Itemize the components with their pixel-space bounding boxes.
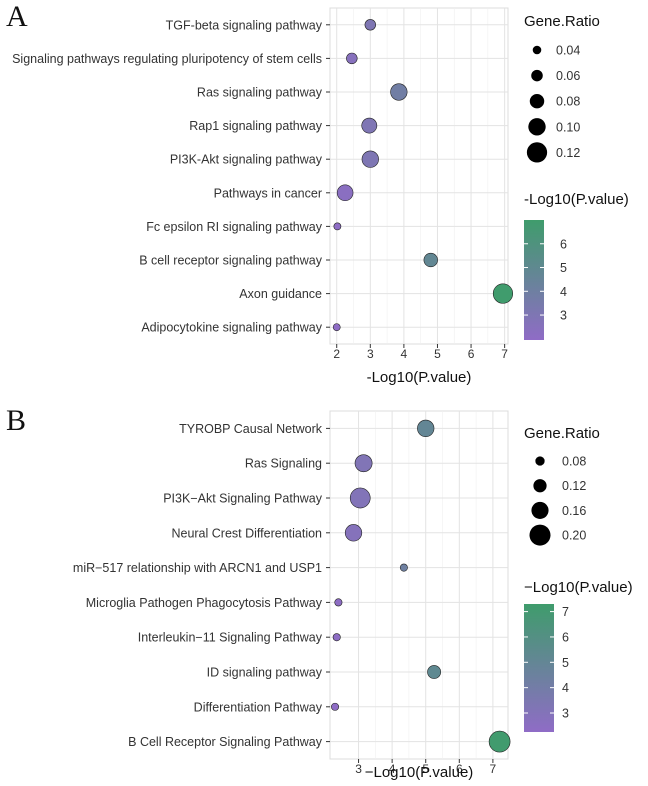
data-point <box>332 633 341 642</box>
data-point <box>354 454 373 473</box>
size-legend-key <box>535 456 545 466</box>
y-tick-label: Pathways in cancer <box>214 186 322 200</box>
y-tick-label: Ras signaling pathway <box>197 86 323 100</box>
size-legend-key <box>529 524 551 546</box>
y-tick-label: Neural Crest Differentiation <box>171 526 322 540</box>
colorbar <box>524 604 554 732</box>
data-point <box>336 184 354 202</box>
x-tick-label: 2 <box>333 347 340 361</box>
size-legend-key <box>532 45 542 55</box>
colorbar-label: 6 <box>562 630 569 644</box>
y-tick-label: PI3K-Akt signaling pathway <box>170 153 323 167</box>
y-tick-label: Interleukin−11 Signaling Pathway <box>138 631 323 645</box>
data-point <box>488 730 511 753</box>
y-tick-label: Differentiation Pathway <box>194 700 323 714</box>
colorbar-label: 4 <box>560 285 567 299</box>
y-tick-label: B Cell Receptor Signaling Pathway <box>128 735 323 749</box>
x-tick-label: 6 <box>468 347 475 361</box>
x-tick-label: 5 <box>434 347 441 361</box>
data-point <box>417 419 435 438</box>
y-tick-label: Fc epsilon RI signaling pathway <box>146 220 323 234</box>
data-point <box>349 487 371 509</box>
data-point <box>399 563 408 572</box>
y-tick-label: Axon guidance <box>239 287 322 301</box>
y-tick-label: B cell receptor signaling pathway <box>139 254 322 268</box>
size-legend-label: 0.08 <box>556 95 580 109</box>
y-tick-label: Ras Signaling <box>245 457 322 471</box>
size-legend-title: Gene.Ratio <box>524 13 600 30</box>
color-legend-title: −Log10(P.value) <box>524 579 633 596</box>
data-point <box>361 117 378 134</box>
colorbar <box>524 220 544 340</box>
size-legend-label: 0.12 <box>562 479 586 493</box>
panel-letter: A <box>6 0 28 33</box>
y-tick-label: Adipocytokine signaling pathway <box>141 321 322 335</box>
size-legend-label: 0.08 <box>562 455 586 469</box>
colorbar-label: 3 <box>562 706 569 720</box>
data-point <box>333 222 342 231</box>
size-legend-label: 0.16 <box>562 504 586 518</box>
size-legend-key <box>531 69 543 82</box>
x-tick-label: 3 <box>367 347 374 361</box>
colorbar-label: 7 <box>562 605 569 619</box>
data-point <box>346 52 358 65</box>
size-legend-label: 0.20 <box>562 529 586 543</box>
data-point <box>332 323 341 332</box>
x-tick-label: 4 <box>389 762 396 776</box>
size-legend-label: 0.04 <box>556 44 580 58</box>
size-legend-label: 0.12 <box>556 146 580 160</box>
y-tick-label: Microglia Pathogen Phagocytosis Pathway <box>86 596 323 610</box>
data-point <box>423 252 438 268</box>
y-tick-label: ID signaling pathway <box>207 666 323 680</box>
data-point <box>492 283 514 304</box>
y-tick-label: PI3K−Akt Signaling Pathway <box>163 492 323 506</box>
colorbar-label: 4 <box>562 681 569 695</box>
data-point <box>344 524 363 542</box>
data-point <box>361 150 379 168</box>
size-legend-key <box>528 118 546 136</box>
size-legend-key <box>529 93 545 109</box>
size-legend-key <box>531 501 549 519</box>
x-tick-label: 4 <box>401 347 408 361</box>
y-tick-label: Signaling pathways regulating pluripoten… <box>12 52 322 66</box>
x-tick-label: 7 <box>501 347 508 361</box>
data-point <box>334 598 343 607</box>
x-axis-label: -Log10(P.value) <box>367 369 472 386</box>
x-axis-label: −Log10(P.value) <box>365 764 474 781</box>
colorbar-label: 5 <box>560 261 567 275</box>
size-legend-key <box>526 142 548 163</box>
size-legend-label: 0.10 <box>556 120 580 134</box>
data-point <box>331 702 340 711</box>
x-tick-label: 7 <box>490 762 497 776</box>
y-tick-label: TGF-beta signaling pathway <box>166 18 323 32</box>
x-tick-label: 3 <box>355 762 362 776</box>
data-point <box>364 19 376 31</box>
panel-letter: B <box>6 404 26 437</box>
color-legend-title: -Log10(P.value) <box>524 191 629 208</box>
x-tick-label: 6 <box>456 762 463 776</box>
panel-a: A TGF-beta signaling pathway Signaling pat… <box>6 0 629 386</box>
panel-b: B TYROBP Causal Network Ras Signaling PI3K−… <box>6 404 633 781</box>
data-point <box>427 665 442 679</box>
colorbar-label: 6 <box>560 237 567 251</box>
plot-area <box>329 7 509 345</box>
y-tick-label: TYROBP Causal Network <box>179 422 323 436</box>
size-legend-key <box>533 479 547 493</box>
x-tick-label: 5 <box>422 762 429 776</box>
data-point <box>390 83 408 101</box>
y-tick-label: miR−517 relationship with ARCN1 and USP1 <box>73 561 322 575</box>
colorbar-label: 3 <box>560 309 567 323</box>
colorbar-label: 5 <box>562 656 569 670</box>
size-legend-title: Gene.Ratio <box>524 425 600 442</box>
y-tick-label: Rap1 signaling pathway <box>189 119 322 133</box>
size-legend-label: 0.06 <box>556 69 580 83</box>
